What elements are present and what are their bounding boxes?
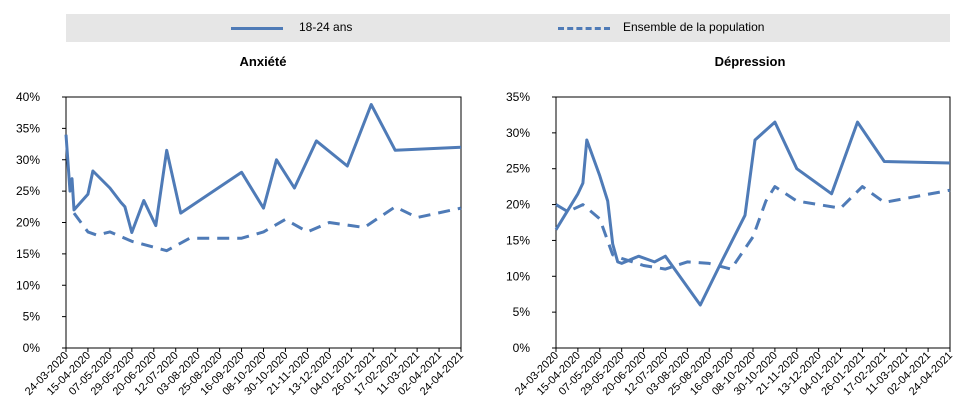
chart2-series-18-24-line	[554, 120, 951, 307]
chart1-ytick-label: 10%	[16, 278, 40, 292]
legend-label-ensemble: Ensemble de la population	[623, 20, 765, 34]
chart2-ytick-label: 30%	[506, 126, 530, 140]
chart1-ytick-label: 40%	[16, 90, 40, 104]
chart2-ytick-label: 20%	[506, 198, 530, 212]
chart1-ytick-label: 35%	[16, 121, 40, 135]
chart2-plot-frame	[555, 96, 951, 349]
chart1-ytick-label: 5%	[23, 310, 41, 324]
chart2-ytick-label: 15%	[506, 233, 530, 247]
legend-bar: 18-24 ans Ensemble de la population	[66, 14, 950, 42]
chart1-ytick-label: 15%	[16, 247, 40, 261]
chart2-ytick-label: 0%	[513, 341, 531, 355]
chart2-ytick-label: 35%	[506, 90, 530, 104]
chart2-ytick-label: 5%	[513, 305, 531, 319]
legend-solid-line-icon	[231, 27, 283, 30]
chart1-ytick-label: 20%	[16, 216, 40, 230]
legend-dashed-line-icon	[558, 27, 610, 30]
chart2-ytick-label: 10%	[506, 269, 530, 283]
legend-label-18-24: 18-24 ans	[299, 20, 353, 34]
chart2-series-ensemble-line	[555, 185, 951, 271]
chart1-ytick-label: 0%	[23, 341, 41, 355]
chart2-ytick-label: 25%	[506, 162, 530, 176]
chart2-title: Dépression	[715, 54, 786, 69]
chart1-series-ensemble-line	[72, 205, 462, 253]
chart1-series-18-24-line	[64, 103, 462, 234]
chart1-ytick-label: 30%	[16, 153, 40, 167]
chart1-plot-frame	[65, 96, 462, 349]
chart1-ytick-label: 25%	[16, 184, 40, 198]
chart1-title: Anxiété	[240, 54, 287, 69]
